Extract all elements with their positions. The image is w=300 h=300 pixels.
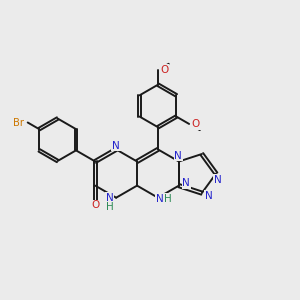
Text: N: N [214, 175, 221, 185]
Text: O: O [91, 200, 99, 210]
Text: N: N [156, 194, 163, 204]
Text: H: H [164, 194, 172, 204]
Text: Br: Br [13, 118, 24, 128]
Text: N: N [182, 178, 190, 188]
Text: O: O [191, 119, 200, 129]
Text: O: O [160, 65, 169, 75]
Text: H: H [106, 202, 113, 212]
Text: N: N [112, 141, 120, 151]
Text: N: N [174, 151, 182, 160]
Text: N: N [106, 193, 113, 203]
Text: N: N [205, 191, 213, 201]
